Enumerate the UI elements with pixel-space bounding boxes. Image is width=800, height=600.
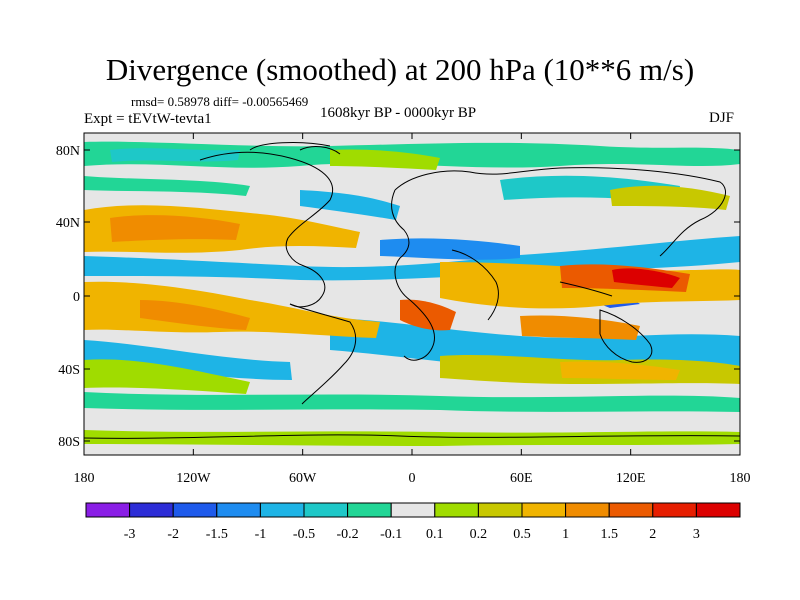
positive-divergence-fields <box>84 149 740 446</box>
lon-label: 180 <box>74 471 95 486</box>
colorbar-swatch <box>695 502 741 518</box>
lat-label: 80S <box>58 435 80 450</box>
colorbar-label: -0.5 <box>293 527 315 542</box>
stats-text: rmsd= 0.58978 diff= -0.00565469 <box>131 94 309 109</box>
colorbar-label: 3 <box>693 527 700 542</box>
colorbar-swatch <box>434 502 479 518</box>
colorbar-swatch <box>347 502 392 518</box>
chart-title: Divergence (smoothed) at 200 hPa (10**6 … <box>105 52 695 87</box>
lon-label: 60E <box>510 471 533 486</box>
colorbar-label: 0.5 <box>513 527 531 542</box>
colorbar-label: 0.2 <box>470 527 488 542</box>
lon-label: 60W <box>289 471 317 486</box>
lat-label: 80N <box>56 144 80 159</box>
colorbar-swatch <box>216 502 261 518</box>
lat-label: 40S <box>58 363 80 378</box>
lat-label: 40N <box>56 216 80 231</box>
colorbar-label: 1 <box>562 527 569 542</box>
lon-label: 120E <box>616 471 646 486</box>
experiment-label: Expt = tEVtW-tevta1 <box>84 111 212 127</box>
colorbar-label: 0.1 <box>426 527 444 542</box>
colorbar-label: -1.5 <box>206 527 228 542</box>
colorbar-swatch <box>521 502 567 518</box>
season-label: DJF <box>709 110 735 126</box>
period-label: 1608kyr BP - 0000kyr BP <box>320 105 477 121</box>
lon-label: 120W <box>176 471 211 486</box>
colorbar-swatch <box>652 502 697 518</box>
colorbar-swatch <box>608 502 654 518</box>
colorbar-swatch <box>259 502 305 518</box>
colorbar-label: 1.5 <box>600 527 618 542</box>
colorbar-swatch <box>129 502 174 518</box>
colorbar-label: -1 <box>255 527 267 542</box>
lat-label: 0 <box>73 290 80 305</box>
colorbar-label: -0.2 <box>337 527 359 542</box>
colorbar-label: -3 <box>124 527 136 542</box>
lon-label: 180 <box>730 471 751 486</box>
colorbar-label: 2 <box>649 527 656 542</box>
colorbar-swatch <box>477 502 523 518</box>
colorbar-label: -2 <box>167 527 179 542</box>
colorbar-swatch <box>172 502 218 518</box>
colorbar-swatch <box>565 502 610 518</box>
colorbar-label: -0.1 <box>380 527 402 542</box>
coastlines <box>84 142 740 439</box>
colorbar-swatch <box>303 502 349 518</box>
colorbar-swatch <box>390 502 436 518</box>
colorbar-swatch <box>85 502 131 518</box>
lon-label: 0 <box>409 471 416 486</box>
